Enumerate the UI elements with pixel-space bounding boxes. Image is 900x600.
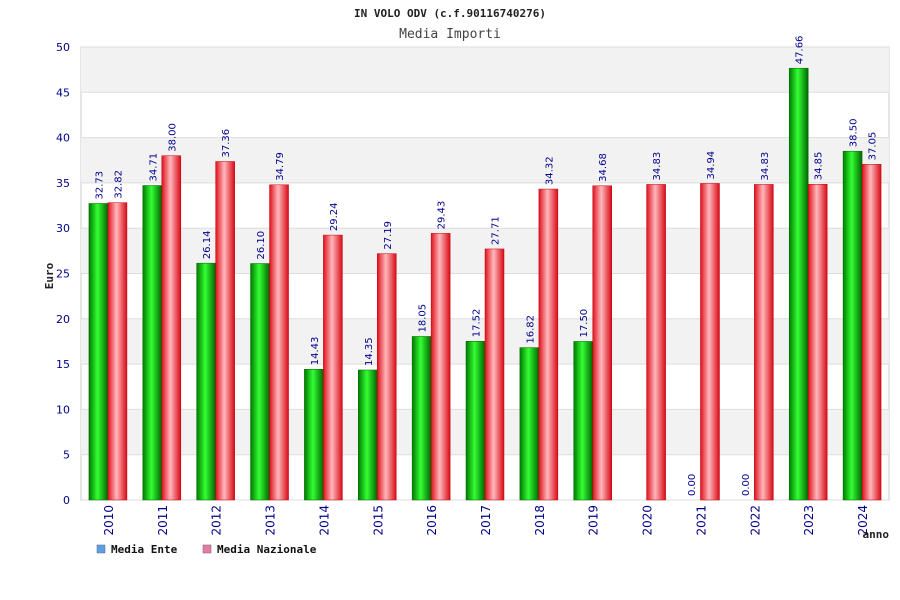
bars	[88, 67, 882, 501]
value-label: 34.83	[652, 152, 663, 181]
value-label: 27.19	[383, 221, 394, 250]
bar-media-ente-2016	[411, 336, 432, 501]
x-tick-label: 2010	[102, 505, 116, 536]
value-label: 34.32	[544, 156, 555, 185]
value-label: 16.82	[525, 315, 536, 344]
y-tick-label: 25	[56, 268, 70, 281]
value-label: 17.50	[579, 309, 590, 338]
legend-label: Media Ente	[111, 543, 178, 556]
bar-media-ente-2017	[465, 341, 486, 501]
bar-media-ente-2018	[519, 347, 540, 501]
bar-media-ente-2012	[196, 262, 216, 501]
bar-media-ente-2013	[250, 263, 270, 501]
y-tick-label: 35	[56, 177, 70, 190]
x-tick-label: 2019	[587, 505, 601, 536]
y-tick-label: 40	[56, 132, 70, 145]
bar-media-nazionale-2021	[700, 183, 720, 501]
bar-media-nazionale-2013	[269, 184, 289, 501]
bar-media-nazionale-2014	[323, 234, 343, 501]
y-tick-label: 50	[56, 41, 70, 54]
legend: Media Ente Media Nazionale	[96, 543, 317, 556]
x-tick-label: 2013	[264, 505, 278, 536]
x-tick-label: 2011	[156, 505, 170, 536]
legend-label: Media Nazionale	[217, 543, 317, 556]
x-axis-ticks: 2010 2011 2012 2013 2014 2015 2016 2017 2018 2019…	[102, 505, 870, 536]
value-label: 0.00	[687, 474, 698, 496]
bar-media-nazionale-2012	[215, 161, 235, 501]
value-label: 32.73	[94, 171, 105, 200]
bar-media-ente-2014	[304, 369, 324, 501]
x-tick-label: 2016	[425, 505, 439, 536]
x-tick-label: 2024	[856, 505, 870, 536]
value-label: 38.00	[167, 123, 178, 152]
value-label: 26.10	[256, 231, 267, 260]
x-tick-label: 2017	[479, 505, 493, 536]
legend-swatch	[202, 544, 212, 554]
bar-media-nazionale-2023	[807, 184, 828, 501]
bar-media-nazionale-2018	[538, 188, 559, 501]
bar-media-nazionale-2010	[107, 202, 128, 501]
value-label: 0.00	[741, 474, 752, 496]
bar-media-ente-2011	[142, 185, 163, 501]
y-tick-label: 20	[56, 313, 70, 326]
chart-subtitle: Media Importi	[399, 27, 501, 42]
value-label: 14.35	[364, 337, 375, 366]
value-label: 14.43	[310, 337, 321, 366]
y-axis-ticks: 0 5 10 15 20 25 30 35 40 45 50	[56, 41, 70, 507]
value-label: 38.50	[849, 119, 860, 148]
y-tick-label: 5	[63, 449, 70, 462]
y-tick-label: 30	[56, 222, 70, 235]
value-label: 34.83	[760, 152, 771, 181]
bar-media-nazionale-2024	[861, 164, 882, 501]
value-label: 26.14	[202, 231, 213, 260]
value-label: 17.52	[472, 309, 483, 338]
bar-media-nazionale-2017	[484, 248, 505, 501]
y-tick-label: 0	[63, 494, 70, 507]
x-tick-label: 2021	[694, 505, 708, 536]
value-label: 34.79	[275, 152, 286, 181]
x-tick-label: 2015	[371, 505, 385, 536]
value-label: 47.66	[795, 36, 806, 65]
x-tick-label: 2023	[802, 505, 816, 536]
x-axis-label: anno	[863, 528, 890, 541]
y-axis-label: Euro	[43, 262, 56, 289]
bar-media-nazionale-2022	[754, 184, 774, 501]
bar-media-nazionale-2011	[161, 155, 182, 501]
value-label: 34.85	[814, 152, 825, 181]
y-tick-label: 15	[56, 358, 70, 371]
value-label: 27.71	[491, 216, 502, 245]
bar-media-nazionale-2019	[592, 185, 612, 501]
x-tick-label: 2018	[533, 505, 547, 536]
value-label: 29.43	[437, 201, 448, 230]
bar-media-nazionale-2016	[430, 233, 451, 501]
bar-media-ente-2015	[358, 369, 378, 501]
bar-media-ente-2023	[788, 67, 809, 501]
bar-media-nazionale-2015	[377, 253, 397, 501]
value-label: 32.82	[113, 170, 124, 199]
value-label: 34.71	[148, 153, 159, 182]
value-label: 18.05	[418, 304, 429, 333]
bar-media-ente-2010	[88, 203, 109, 501]
value-label: 37.36	[221, 129, 232, 158]
y-tick-label: 45	[56, 86, 70, 99]
legend-swatch	[96, 544, 106, 554]
grid-band	[81, 47, 889, 93]
chart-title: IN VOLO ODV (c.f.90116740276)	[354, 7, 546, 20]
x-tick-label: 2014	[317, 505, 331, 536]
x-tick-label: 2012	[210, 505, 224, 536]
bar-media-nazionale-2020	[646, 184, 666, 501]
bar-media-ente-2024	[842, 150, 863, 501]
value-label: 34.68	[598, 153, 609, 182]
y-tick-label: 10	[56, 403, 70, 416]
x-tick-label: 2022	[748, 505, 762, 536]
bar-media-ente-2019	[573, 341, 593, 501]
value-labels: 32.73 32.82 34.71 38.00 26.14 37.36 26.10 34.79…	[94, 36, 878, 496]
x-tick-label: 2020	[641, 505, 655, 536]
value-label: 29.24	[329, 202, 340, 231]
value-label: 37.05	[868, 132, 879, 161]
value-label: 34.94	[706, 151, 717, 180]
